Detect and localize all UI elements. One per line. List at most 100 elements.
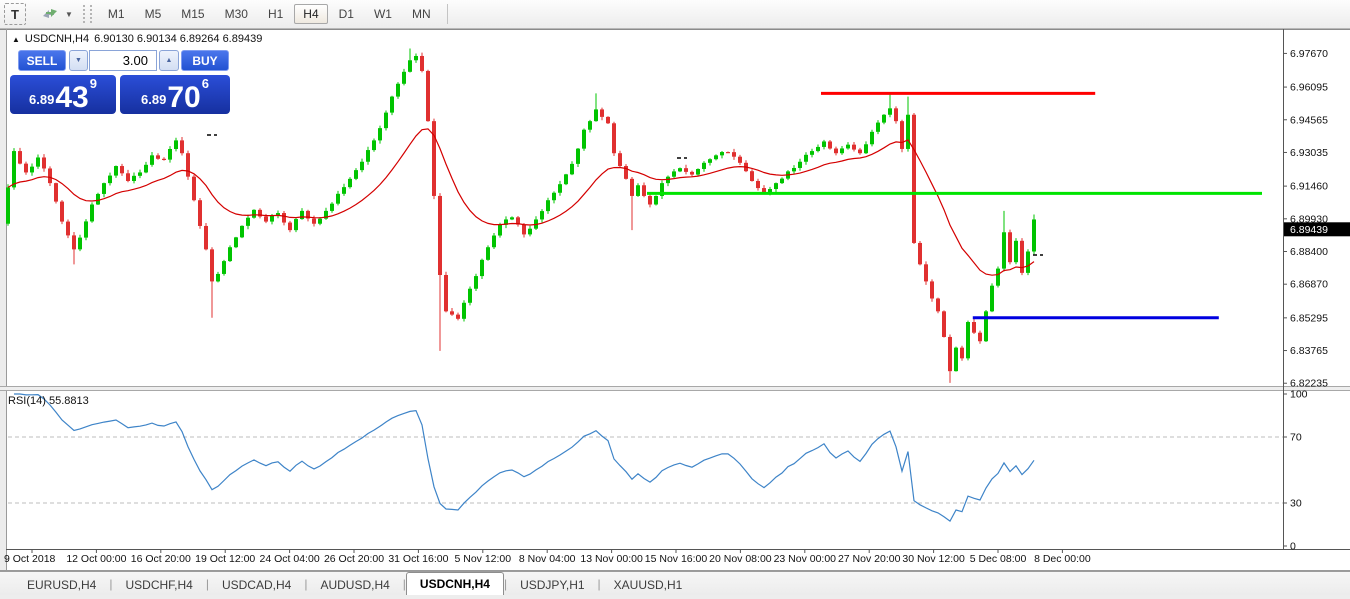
sell-price-panel[interactable]: 6.89 43 9: [10, 75, 116, 114]
candle-body: [528, 228, 532, 235]
candle-body: [714, 155, 718, 160]
rsi-value: 55.8813: [48, 395, 89, 407]
candle-body: [12, 151, 16, 188]
candle-body: [480, 259, 484, 277]
timeframe-button-M1[interactable]: M1: [107, 7, 125, 21]
chart-tab-usdchfh4[interactable]: USDCHF,H4: [125, 577, 193, 592]
candle-body: [90, 204, 94, 222]
candle-body: [30, 166, 34, 173]
candle-body: [660, 183, 664, 196]
timeframe-button-M15[interactable]: M15: [181, 7, 205, 21]
candle-body: [216, 273, 220, 282]
price-axis-label: 6.82235: [1290, 378, 1328, 390]
timeframe-button-D1[interactable]: D1: [338, 7, 354, 21]
candle-body: [546, 200, 550, 212]
candle-body: [930, 281, 934, 299]
volume-input[interactable]: [89, 50, 157, 71]
chart-tab-xauusdh1[interactable]: XAUUSD,H1: [613, 577, 683, 592]
candle-body: [954, 347, 958, 372]
candle-body: [672, 171, 676, 177]
candle-body: [18, 151, 22, 164]
candle-body: [792, 167, 796, 172]
date-axis-label: 5 Dec 08:00: [970, 553, 1027, 565]
candle-body: [426, 70, 430, 122]
candle-body: [684, 168, 688, 172]
timeframe-button-M30[interactable]: M30: [224, 7, 248, 21]
candle-body: [240, 225, 244, 238]
toolbar-separator: [446, 4, 448, 24]
tab-separator: |: [597, 576, 601, 591]
chart-tab-usdjpyh1[interactable]: USDJPY,H1: [520, 577, 585, 592]
candle-body: [654, 195, 658, 205]
volume-increase-button[interactable]: ▲: [159, 50, 179, 71]
status-bar: [0, 595, 1350, 599]
chart-tab-usdcadh4[interactable]: USDCAD,H4: [221, 577, 292, 592]
timeframe-button-H1[interactable]: H1: [267, 7, 284, 21]
buy-price-panel[interactable]: 6.89 70 6: [120, 75, 230, 114]
candle-body: [804, 154, 808, 162]
chevron-down-icon[interactable]: ▼: [65, 9, 73, 19]
candle-body: [474, 276, 478, 289]
chart-tab-eurusdh4[interactable]: EURUSD,H4: [27, 577, 97, 592]
pane-divider[interactable]: [0, 386, 1350, 391]
candle-body: [42, 157, 46, 169]
candle-body: [36, 157, 40, 167]
candle-body: [762, 188, 766, 194]
one-click-trading-panel: SELL ▼ ▲ BUY 6.89 43 9 6.89 70 6: [10, 50, 230, 114]
rsi-name: RSI(14): [8, 395, 46, 407]
candle-body: [942, 311, 946, 337]
timeframe-button-MN[interactable]: MN: [411, 7, 431, 21]
candle-body: [846, 144, 850, 149]
date-axis-label: 13 Nov 00:00: [580, 553, 643, 565]
date-axis-label: 16 Oct 20:00: [131, 553, 191, 565]
candle-body: [894, 108, 898, 122]
candle-body: [948, 336, 952, 372]
candle-body: [258, 209, 262, 217]
trade-controls-row: SELL ▼ ▲ BUY: [10, 50, 230, 71]
candle-body: [498, 224, 502, 236]
price-chart[interactable]: 6.97670 6.96095 6.94565 6.93035 6.91460 6.89 9…: [0, 29, 1350, 571]
buy-button[interactable]: BUY: [181, 50, 229, 71]
candle-body: [870, 131, 874, 145]
price-axis-label: 6.85295: [1290, 312, 1328, 324]
candle-body: [822, 141, 826, 147]
text-tool-button[interactable]: T: [4, 3, 26, 25]
candle-body: [882, 114, 886, 123]
candle-body: [456, 314, 460, 319]
date-axis-label: 30 Nov 12:00: [902, 553, 965, 565]
chart-objects-icon[interactable]: [39, 3, 61, 25]
tab-separator: |: [503, 576, 508, 591]
candle-body: [108, 175, 112, 184]
candle-body: [696, 168, 700, 175]
toolbar-grip[interactable]: [82, 5, 92, 23]
candle-body: [780, 178, 784, 184]
timeframe-button-H4[interactable]: H4: [294, 4, 328, 24]
candle-body: [708, 159, 712, 163]
candle-body: [384, 112, 388, 129]
date-axis-label: 19 Oct 12:00: [195, 553, 255, 565]
volume-decrease-button[interactable]: ▼: [69, 50, 88, 71]
candle-body: [138, 172, 142, 176]
chart-tab-usdcnhh4[interactable]: USDCNH,H4: [405, 572, 504, 595]
candle-body: [210, 249, 214, 282]
date-axis-label: 31 Oct 16:00: [388, 553, 448, 565]
candle-body: [468, 288, 472, 303]
candle-body: [300, 210, 304, 220]
timeframe-button-W1[interactable]: W1: [373, 7, 392, 21]
candle-body: [522, 224, 526, 235]
sell-button[interactable]: SELL: [18, 50, 66, 71]
candle-body: [918, 242, 922, 265]
candle-body: [1014, 240, 1018, 263]
candle-body: [402, 71, 406, 84]
collapse-triangle-icon[interactable]: ▲: [12, 34, 20, 44]
candle-body: [642, 185, 646, 196]
candle-body: [276, 213, 280, 216]
candle-body: [726, 152, 730, 154]
timeframe-button-M5[interactable]: M5: [144, 7, 162, 21]
candle-body: [132, 175, 136, 181]
candle-body: [444, 275, 448, 312]
chart-tab-audusdh4[interactable]: AUDUSD,H4: [320, 577, 390, 592]
candle-body: [738, 156, 742, 163]
timeframe-button-group: M1 M5 M15 M30 H1 H4 D1 W1 MN: [98, 4, 441, 24]
